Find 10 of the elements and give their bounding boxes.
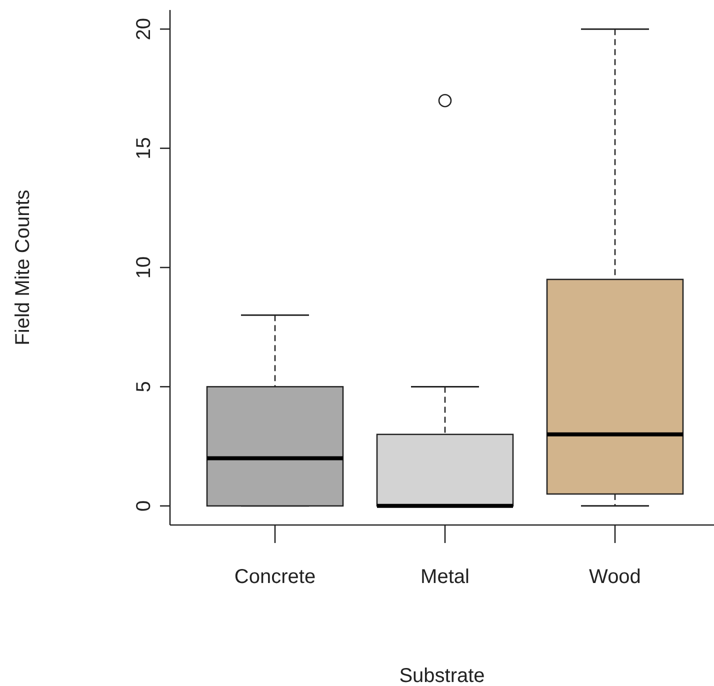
y-axis-title: Field Mite Counts (12, 190, 34, 346)
y-tick-label: 10 (133, 256, 155, 279)
y-tick-label: 15 (133, 137, 155, 160)
x-axis-title: Substrate (399, 665, 485, 686)
x-tick-label: Metal (420, 566, 470, 588)
x-tick-label: Concrete (234, 566, 316, 588)
y-tick-label: 5 (133, 381, 155, 392)
y-tick-label: 0 (133, 500, 155, 512)
y-tick-label: 20 (133, 18, 155, 40)
x-tick-label: Wood (589, 566, 641, 588)
